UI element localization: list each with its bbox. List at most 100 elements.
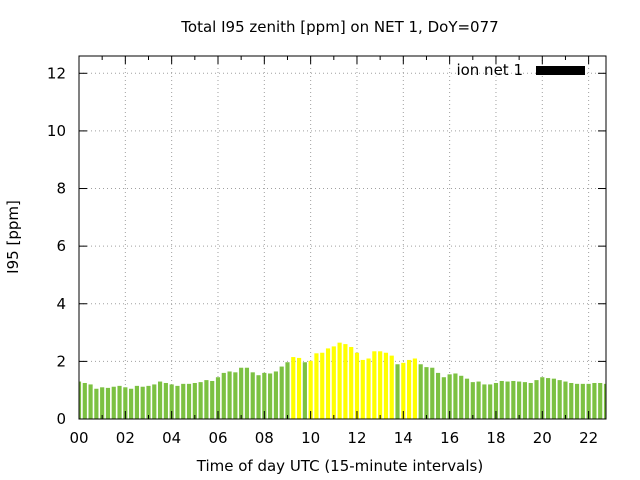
bar [389, 355, 394, 419]
bar [221, 372, 226, 419]
bar [551, 378, 556, 419]
bar [279, 366, 284, 419]
y-tick-label: 4 [56, 295, 66, 313]
bar [308, 360, 313, 419]
y-axis-label: I95 [ppm] [4, 200, 22, 274]
y-tick-label: 2 [56, 352, 66, 370]
plot-frame [78, 55, 607, 420]
bar [592, 382, 597, 419]
legend-label: ion net 1 [456, 61, 523, 79]
bar [250, 372, 255, 419]
bar [476, 381, 481, 419]
legend-swatch [536, 66, 585, 75]
bar [273, 371, 278, 419]
bar [129, 388, 134, 419]
bar [540, 377, 545, 419]
x-tick-label: 06 [208, 429, 227, 447]
bar [470, 382, 475, 419]
bar [349, 346, 354, 419]
bar [186, 383, 192, 419]
bar [354, 352, 360, 419]
bar [412, 358, 417, 419]
bar [441, 377, 446, 419]
bar [146, 385, 151, 419]
bar [505, 381, 510, 419]
bar [546, 378, 551, 419]
bar [117, 385, 122, 419]
bar [169, 384, 174, 419]
bar [598, 382, 603, 419]
bar [181, 383, 186, 419]
bar [175, 385, 180, 419]
x-tick-label: 20 [533, 429, 552, 447]
bar [569, 382, 574, 419]
x-tick-label: 22 [579, 429, 598, 447]
bar [488, 384, 493, 419]
bar [123, 387, 128, 419]
bar [337, 342, 342, 419]
bar [464, 378, 470, 419]
x-axis-label: Time of day UTC (15-minute intervals) [196, 457, 483, 475]
bar [140, 386, 145, 419]
bar [152, 384, 157, 419]
bar [407, 359, 412, 419]
bar [215, 377, 221, 419]
bar [233, 372, 238, 419]
grid-lines [79, 56, 606, 419]
bar [580, 383, 585, 419]
bar [302, 362, 307, 419]
bar [557, 380, 562, 419]
bar [291, 357, 296, 419]
bar [79, 381, 82, 419]
y-tick-label: 0 [56, 410, 66, 428]
x-tick-label: 00 [69, 429, 88, 447]
bar [192, 382, 197, 419]
y-tick-label: 10 [47, 122, 66, 140]
bar [244, 367, 250, 419]
bar [163, 382, 168, 419]
bar [314, 353, 319, 419]
bar [435, 372, 441, 419]
bar [459, 375, 464, 419]
bar [268, 373, 273, 419]
bar [256, 375, 261, 419]
bar [424, 367, 429, 419]
y-tick-label: 12 [47, 64, 66, 82]
bar [499, 380, 504, 419]
x-tick-label: 02 [116, 429, 135, 447]
bar [563, 381, 568, 419]
bar [198, 382, 203, 419]
x-tick-label: 10 [301, 429, 320, 447]
bar [430, 367, 435, 419]
bar [453, 373, 458, 419]
bar [493, 382, 499, 419]
bar [325, 348, 331, 419]
bar [534, 380, 539, 419]
bar [239, 367, 244, 419]
bar [88, 384, 93, 419]
bar [586, 383, 591, 419]
bar [522, 382, 528, 419]
bar [528, 382, 533, 419]
bar [82, 382, 87, 419]
bar [366, 358, 371, 419]
x-tick-label: 12 [347, 429, 366, 447]
bar [210, 380, 215, 419]
bar [574, 383, 580, 419]
bar [111, 386, 116, 419]
bar [204, 380, 209, 419]
bar [100, 387, 105, 419]
y-tick-label: 6 [56, 237, 66, 255]
bar [296, 357, 302, 419]
bar [94, 388, 99, 419]
bar [157, 381, 163, 419]
chart-title: Total I95 zenith [ppm] on NET 1, DoY=077 [180, 18, 498, 36]
x-tick-label: 14 [394, 429, 413, 447]
bar [378, 351, 383, 419]
bar [603, 383, 606, 419]
bar [372, 351, 377, 419]
bar [262, 372, 267, 419]
bar [343, 344, 348, 419]
bar [418, 364, 423, 419]
